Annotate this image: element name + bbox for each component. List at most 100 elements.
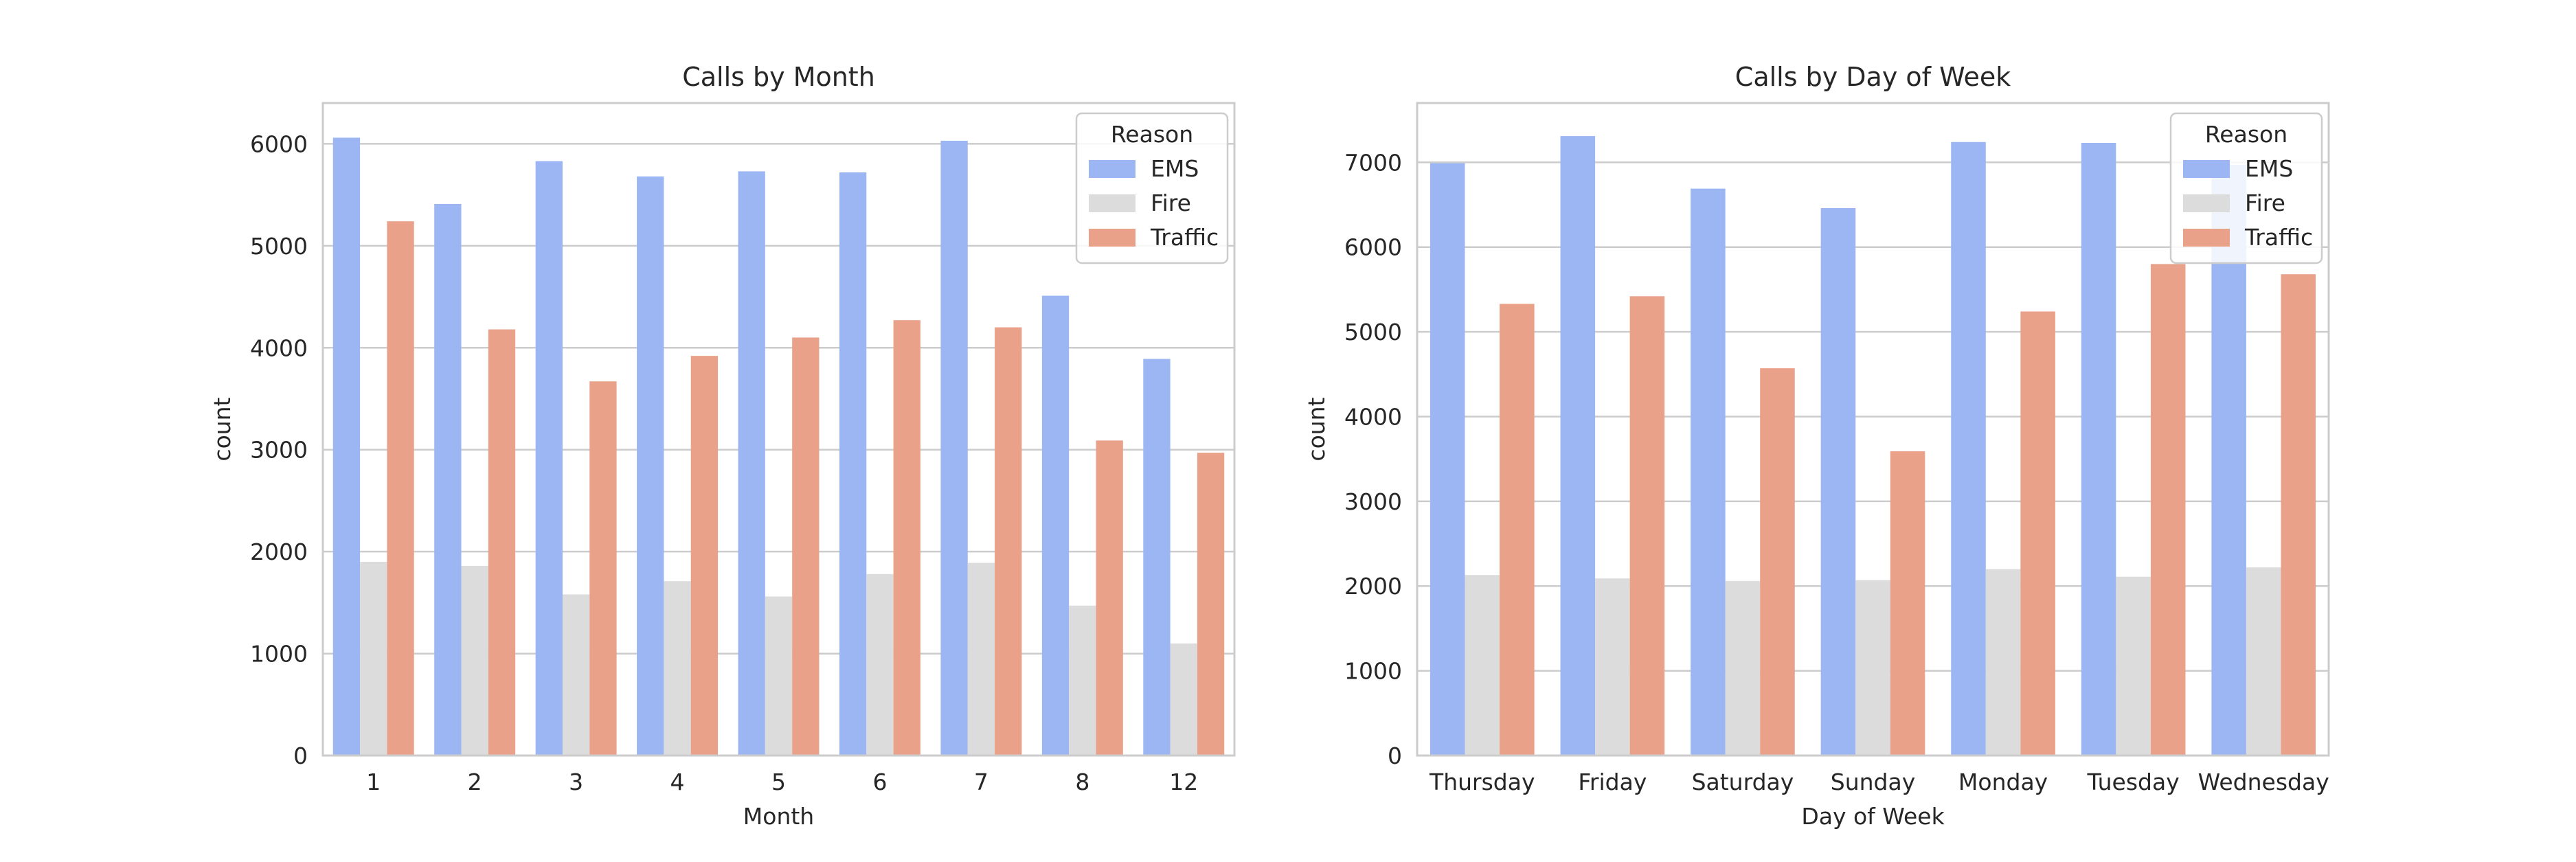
x-tick-label: 5 <box>771 769 786 795</box>
bar-fire-12 <box>1170 643 1197 756</box>
bar-fire-2 <box>461 565 488 756</box>
bar-ems-1 <box>332 137 361 756</box>
bar-ems-3 <box>535 161 563 756</box>
bar-ems-4 <box>637 176 664 756</box>
x-tick-label: Wednesday <box>2198 769 2329 795</box>
y-tick-label: 1000 <box>250 641 308 668</box>
plot-frame <box>1416 102 2330 757</box>
bar-fire-sunday <box>1855 580 1890 756</box>
y-tick-label: 4000 <box>1344 403 1402 430</box>
bar-traffic-7 <box>995 327 1022 756</box>
bar-traffic-sunday <box>1890 451 1925 756</box>
bar-traffic-1 <box>387 221 414 756</box>
bar-fire-6 <box>866 574 894 756</box>
bar-traffic-4 <box>690 356 719 756</box>
bar-fire-3 <box>562 594 590 756</box>
bar-ems-6 <box>839 172 867 756</box>
bar-traffic-3 <box>589 381 617 756</box>
y-tick-label: 5000 <box>1344 319 1402 345</box>
x-tick-label: Saturday <box>1692 769 1794 795</box>
legend-swatch-fire <box>2183 194 2230 212</box>
bar-ems-friday <box>1560 136 1596 756</box>
legend: Reason EMS Fire Traffic <box>2169 112 2323 264</box>
y-tick-label: 3000 <box>250 437 308 464</box>
legend-label-traffic: Traffic <box>2244 224 2313 251</box>
y-tick-label: 2000 <box>250 538 308 565</box>
x-tick-label: 2 <box>468 769 482 795</box>
bar-traffic-monday <box>2020 311 2055 756</box>
x-tick-label: Sunday <box>1831 769 1915 795</box>
x-axis-label: Day of Week <box>1801 803 1945 830</box>
bar-ems-tuesday <box>2081 142 2116 756</box>
bar-traffic-wednesday <box>2281 274 2316 756</box>
legend-label-traffic: Traffic <box>1150 224 1219 251</box>
y-tick-label: 6000 <box>250 131 308 157</box>
bar-fire-saturday <box>1725 580 1761 756</box>
x-tick-label: Thursday <box>1429 769 1535 795</box>
chart-2: 0 1000 2000 3000 4000 5000 6000 7000 Thursday Fri… <box>1303 62 2330 830</box>
plot-frame <box>321 102 1236 757</box>
bar-fire-thursday <box>1465 575 1500 756</box>
y-tick-label: 2000 <box>1344 573 1402 600</box>
y-tick-label: 4000 <box>250 334 308 361</box>
bar-fire-4 <box>664 581 691 756</box>
bar-traffic-6 <box>893 320 920 756</box>
x-tick-label: 7 <box>974 769 988 795</box>
x-tick-label: Tuesday <box>2087 769 2180 795</box>
legend-box <box>1075 112 1229 264</box>
x-tick-label: Monday <box>1958 769 2048 795</box>
bar-ems-7 <box>940 140 968 756</box>
x-tick-label: 8 <box>1075 769 1089 795</box>
legend-label-ems: EMS <box>1151 155 1199 182</box>
y-axis-label: count <box>1303 397 1330 461</box>
bar-fire-8 <box>1069 605 1096 756</box>
legend: Reason EMS Fire Traffic <box>1075 112 1229 264</box>
y-axis-label: count <box>209 397 236 461</box>
y-tick-label: 1000 <box>1344 658 1402 685</box>
legend-box <box>2169 112 2323 264</box>
bar-fire-1 <box>360 561 387 756</box>
bar-ems-2 <box>434 203 462 756</box>
bar-ems-saturday <box>1691 188 1726 756</box>
bar-traffic-12 <box>1197 453 1225 756</box>
x-tick-label: 6 <box>872 769 887 795</box>
bar-traffic-tuesday <box>2150 264 2186 756</box>
x-tick-label: 1 <box>366 769 381 795</box>
legend-swatch-ems <box>2183 160 2230 178</box>
bar-fire-wednesday <box>2246 567 2281 756</box>
y-tick-label: 0 <box>293 742 308 769</box>
legend-swatch-fire <box>1089 194 1136 212</box>
legend-title: Reason <box>1111 121 1193 148</box>
legend-label-fire: Fire <box>2245 190 2285 216</box>
y-tick-label: 5000 <box>250 233 308 260</box>
bar-ems-monday <box>1951 141 1986 756</box>
y-tick-label: 7000 <box>1344 149 1402 176</box>
legend-title: Reason <box>2205 121 2287 148</box>
bar-traffic-2 <box>488 329 516 756</box>
bar-traffic-5 <box>792 337 820 756</box>
bar-ems-thursday <box>1430 163 1465 756</box>
legend-swatch-traffic <box>2183 229 2230 247</box>
y-tick-label: 3000 <box>1344 488 1402 515</box>
legend-label-ems: EMS <box>2245 155 2293 182</box>
x-tick-label: 3 <box>569 769 583 795</box>
bar-fire-tuesday <box>2116 576 2151 756</box>
bar-traffic-thursday <box>1500 304 1535 756</box>
bar-fire-5 <box>765 596 793 756</box>
chart-title: Calls by Month <box>682 62 875 92</box>
bar-traffic-friday <box>1629 296 1665 756</box>
legend-swatch-traffic <box>1089 229 1136 247</box>
x-axis-label: Month <box>743 803 814 830</box>
bar-traffic-8 <box>1096 440 1123 756</box>
bar-ems-sunday <box>1820 207 1856 756</box>
bar-traffic-saturday <box>1760 368 1795 756</box>
x-tick-label: Friday <box>1578 769 1647 795</box>
bar-fire-monday <box>1985 569 2021 756</box>
chart-title: Calls by Day of Week <box>1735 62 2011 92</box>
y-tick-label: 0 <box>1388 742 1402 769</box>
legend-label-fire: Fire <box>1151 190 1191 216</box>
bar-fire-friday <box>1595 578 1630 756</box>
